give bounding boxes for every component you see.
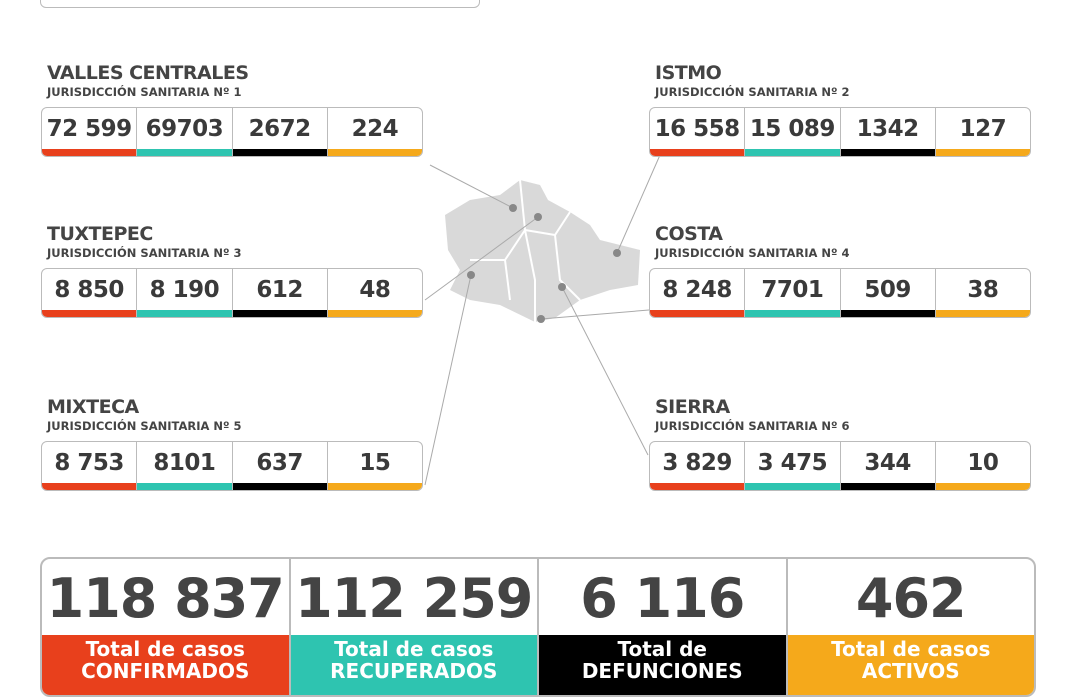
totals: 118 837 Total de casos CONFIRMADOS 112 259 T… — [40, 557, 1036, 697]
region-value: 8 248 — [650, 269, 746, 317]
region-title: COSTA — [655, 223, 723, 245]
total-label-line: Total de — [617, 637, 707, 661]
region-value: 72 599 — [42, 108, 138, 156]
region-values: 8 753 8101 637 15 — [41, 441, 423, 491]
region-value: 2672 — [232, 108, 328, 156]
total-value: 462 — [855, 567, 967, 630]
total-label: Total de casos RECUPERADOS — [290, 635, 537, 695]
region-value: 8101 — [137, 442, 233, 490]
state-shape — [445, 180, 640, 322]
connectors — [424, 154, 661, 486]
region-borders — [470, 179, 581, 322]
region-value: 344 — [840, 442, 936, 490]
total-value: 6 116 — [580, 567, 745, 630]
region-value: 3 829 — [650, 442, 746, 490]
markers — [467, 204, 621, 323]
region-values: 72 599 69703 2672 224 — [41, 107, 423, 157]
total-value: 112 259 — [295, 567, 533, 630]
total-label-line: Total de casos — [831, 637, 991, 661]
region-title: VALLES CENTRALES — [47, 62, 249, 84]
region-values: 16 558 15 089 1342 127 — [649, 107, 1031, 157]
region-title: SIERRA — [655, 396, 730, 418]
total-value: 118 837 — [46, 567, 285, 630]
region-value: 69703 — [137, 108, 233, 156]
region-subtitle: JURISDICCIÓN SANITARIA Nº 1 — [47, 85, 242, 99]
region-subtitle: JURISDICCIÓN SANITARIA Nº 4 — [655, 246, 850, 260]
region-value: 612 — [232, 269, 328, 317]
region-value: 8 850 — [42, 269, 138, 317]
total-label-line: CONFIRMADOS — [81, 659, 250, 683]
region-value: 224 — [327, 108, 422, 156]
region-value: 10 — [935, 442, 1030, 490]
total-label-line: Total de casos — [85, 637, 245, 661]
region-value: 637 — [232, 442, 328, 490]
total-label: Total de DEFUNCIONES — [539, 635, 786, 695]
region-value: 8 190 — [137, 269, 233, 317]
region-value: 127 — [935, 108, 1030, 156]
source: Fuente: Plataforma SISVER — [40, 0, 480, 8]
total-label-line: DEFUNCIONES — [581, 659, 743, 683]
region-values: 8 248 7701 509 38 — [649, 268, 1031, 318]
total-label-line: ACTIVOS — [861, 659, 960, 683]
region-title: ISTMO — [655, 62, 722, 84]
total-label: Total de casos ACTIVOS — [787, 635, 1034, 695]
map — [424, 154, 661, 486]
region-value: 15 089 — [745, 108, 841, 156]
region-value: 8 753 — [42, 442, 138, 490]
total-label: Total de casos CONFIRMADOS — [42, 635, 289, 695]
region-value: 38 — [935, 269, 1030, 317]
region-subtitle: JURISDICCIÓN SANITARIA Nº 6 — [655, 419, 850, 433]
total-label-line: RECUPERADOS — [330, 659, 498, 683]
region-value: 3 475 — [745, 442, 841, 490]
region-subtitle: JURISDICCIÓN SANITARIA Nº 3 — [47, 246, 242, 260]
region-value: 7701 — [745, 269, 841, 317]
region-value: 48 — [327, 269, 422, 317]
total-label-line: Total de casos — [334, 637, 494, 661]
region-value: 509 — [840, 269, 936, 317]
region-value: 1342 — [840, 108, 936, 156]
region-value: 16 558 — [650, 108, 746, 156]
region-title: MIXTECA — [47, 396, 139, 418]
region-subtitle: JURISDICCIÓN SANITARIA Nº 5 — [47, 419, 242, 433]
region-value: 15 — [327, 442, 422, 490]
region-subtitle: JURISDICCIÓN SANITARIA Nº 2 — [655, 85, 850, 99]
region-values: 8 850 8 190 612 48 — [41, 268, 423, 318]
region-values: 3 829 3 475 344 10 — [649, 441, 1031, 491]
region-title: TUXTEPEC — [47, 223, 153, 245]
